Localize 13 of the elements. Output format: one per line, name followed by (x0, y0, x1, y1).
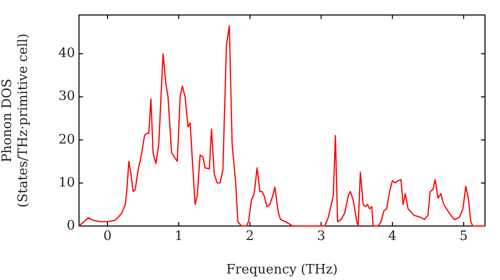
y-tick-label: 0 (66, 218, 75, 234)
y-tick-label: 30 (58, 89, 75, 104)
y-axis-title: Phonon DOS (States/THz·primitive cell) (0, 33, 31, 208)
y-tick-label: 40 (58, 46, 75, 62)
y-tick-label: 20 (58, 132, 75, 148)
x-tick-label: 0 (103, 229, 112, 244)
x-tick-label: 2 (246, 229, 254, 244)
x-tick-label: 3 (317, 229, 326, 244)
x-tick-label: 5 (459, 229, 468, 244)
y-tick-label: 10 (58, 175, 75, 190)
x-axis-title: Frequency (THz) (226, 262, 338, 278)
x-tick-label: 1 (174, 229, 183, 244)
x-tick-label: 4 (388, 229, 397, 244)
